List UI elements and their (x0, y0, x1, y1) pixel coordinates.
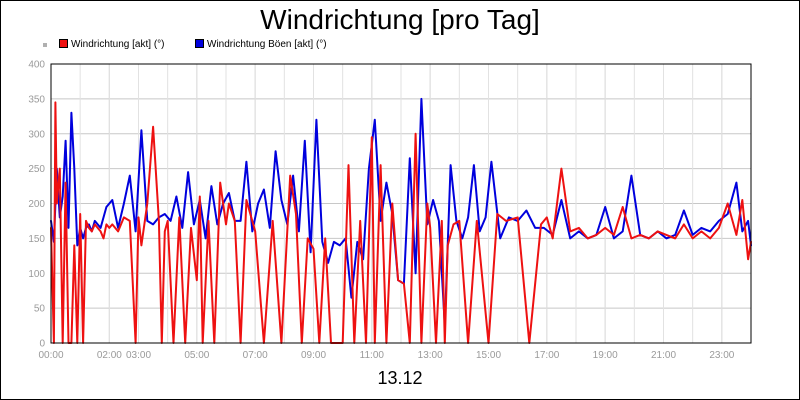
x-axis-date-label: 13.12 (377, 368, 423, 388)
x-tick-label: 17:00 (534, 350, 559, 361)
y-tick-label: 0 (39, 339, 45, 350)
x-tick-label: 07:00 (243, 350, 268, 361)
x-tick-label: 05:00 (184, 350, 209, 361)
x-tick-label: 21:00 (651, 350, 676, 361)
legend-label-series-2: Windrichtung Böen [akt] (°) (207, 39, 327, 50)
legend-marker-icon (43, 43, 47, 47)
y-tick-label: 100 (28, 269, 45, 280)
y-tick-label: 300 (28, 129, 45, 140)
x-tick-label: 19:00 (593, 350, 618, 361)
x-tick-label: 00:00 (38, 350, 63, 361)
x-tick-label: 02:00 (97, 350, 122, 361)
legend-item-series-2: Windrichtung Böen [akt] (°) (195, 38, 327, 52)
legend-label-series-1: Windrichtung [akt] (°) (71, 39, 165, 50)
x-tick-label: 09:00 (301, 350, 326, 361)
x-tick-label: 11:00 (360, 350, 385, 361)
y-tick-label: 400 (28, 60, 45, 71)
y-tick-label: 200 (28, 199, 45, 210)
x-tick-label: 03:00 (126, 350, 151, 361)
y-tick-label: 350 (28, 94, 45, 105)
legend-item-series-1: Windrichtung [akt] (°) (59, 38, 164, 52)
chart-title: Windrichtung [pro Tag] (260, 4, 540, 35)
x-tick-label: 13:00 (418, 350, 443, 361)
legend-swatch-blue-icon (195, 39, 204, 48)
x-tick-label: 23:00 (709, 350, 734, 361)
series-line-1 (50, 101, 752, 344)
y-tick-label: 150 (28, 234, 45, 245)
y-tick-label: 250 (28, 164, 45, 175)
y-tick-label: 50 (34, 304, 46, 315)
x-tick-label: 15:00 (476, 350, 501, 361)
legend-swatch-red-icon (59, 39, 68, 48)
plot-border (50, 63, 752, 344)
